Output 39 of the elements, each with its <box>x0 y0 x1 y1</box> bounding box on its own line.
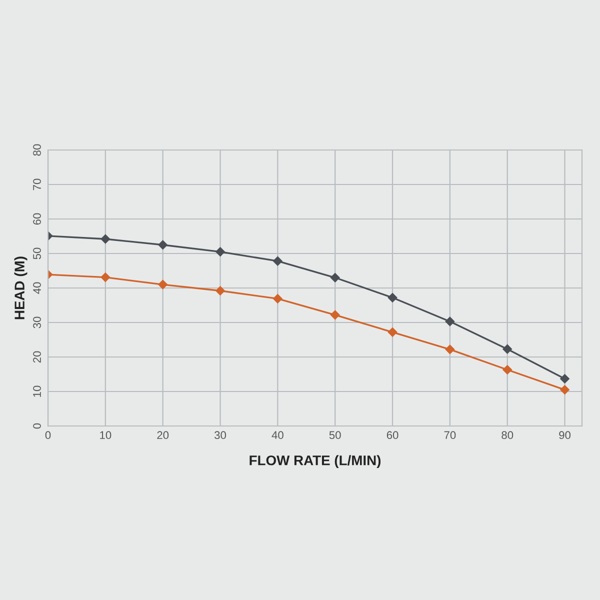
y-tick-label: 50 <box>33 248 41 260</box>
x-tick-label: 80 <box>502 431 514 440</box>
point <box>445 316 455 326</box>
point <box>273 256 282 266</box>
x-tick-label: 10 <box>100 431 112 440</box>
y-tick-label: 60 <box>33 213 41 225</box>
x-tick-label: 60 <box>386 431 398 440</box>
point <box>100 234 110 244</box>
y-tick-label: 20 <box>33 351 41 363</box>
x-tick-label: 20 <box>157 431 169 440</box>
point <box>388 328 398 337</box>
point <box>273 294 282 304</box>
point <box>216 286 225 296</box>
y-tick-label: 40 <box>33 282 41 294</box>
x-tick-label: 0 <box>45 431 51 440</box>
point <box>158 240 168 250</box>
point <box>502 344 512 354</box>
y-tick-label: 10 <box>33 386 41 397</box>
x-tick-label: 40 <box>272 431 284 440</box>
x-tick-label: 50 <box>329 431 341 440</box>
y-tick-label: 70 <box>33 178 41 190</box>
x-tick-label: 30 <box>214 431 226 440</box>
y-tick-label: 0 <box>33 423 41 429</box>
point <box>330 310 340 320</box>
point <box>158 280 168 290</box>
point <box>330 273 340 282</box>
point <box>388 293 398 302</box>
point <box>445 344 455 354</box>
point <box>502 365 512 374</box>
point <box>560 385 570 394</box>
point <box>216 247 225 256</box>
y-tick-label: 80 <box>33 144 41 156</box>
x-tick-label: 90 <box>559 431 571 440</box>
x-tick-label: 70 <box>444 431 456 440</box>
point <box>560 374 570 384</box>
x-axis-title: FLOW RATE (L/MIN) <box>250 455 381 468</box>
y-tick-label: 30 <box>33 316 41 328</box>
point <box>100 272 110 282</box>
y-axis-title: HEAD (M) <box>14 256 28 320</box>
